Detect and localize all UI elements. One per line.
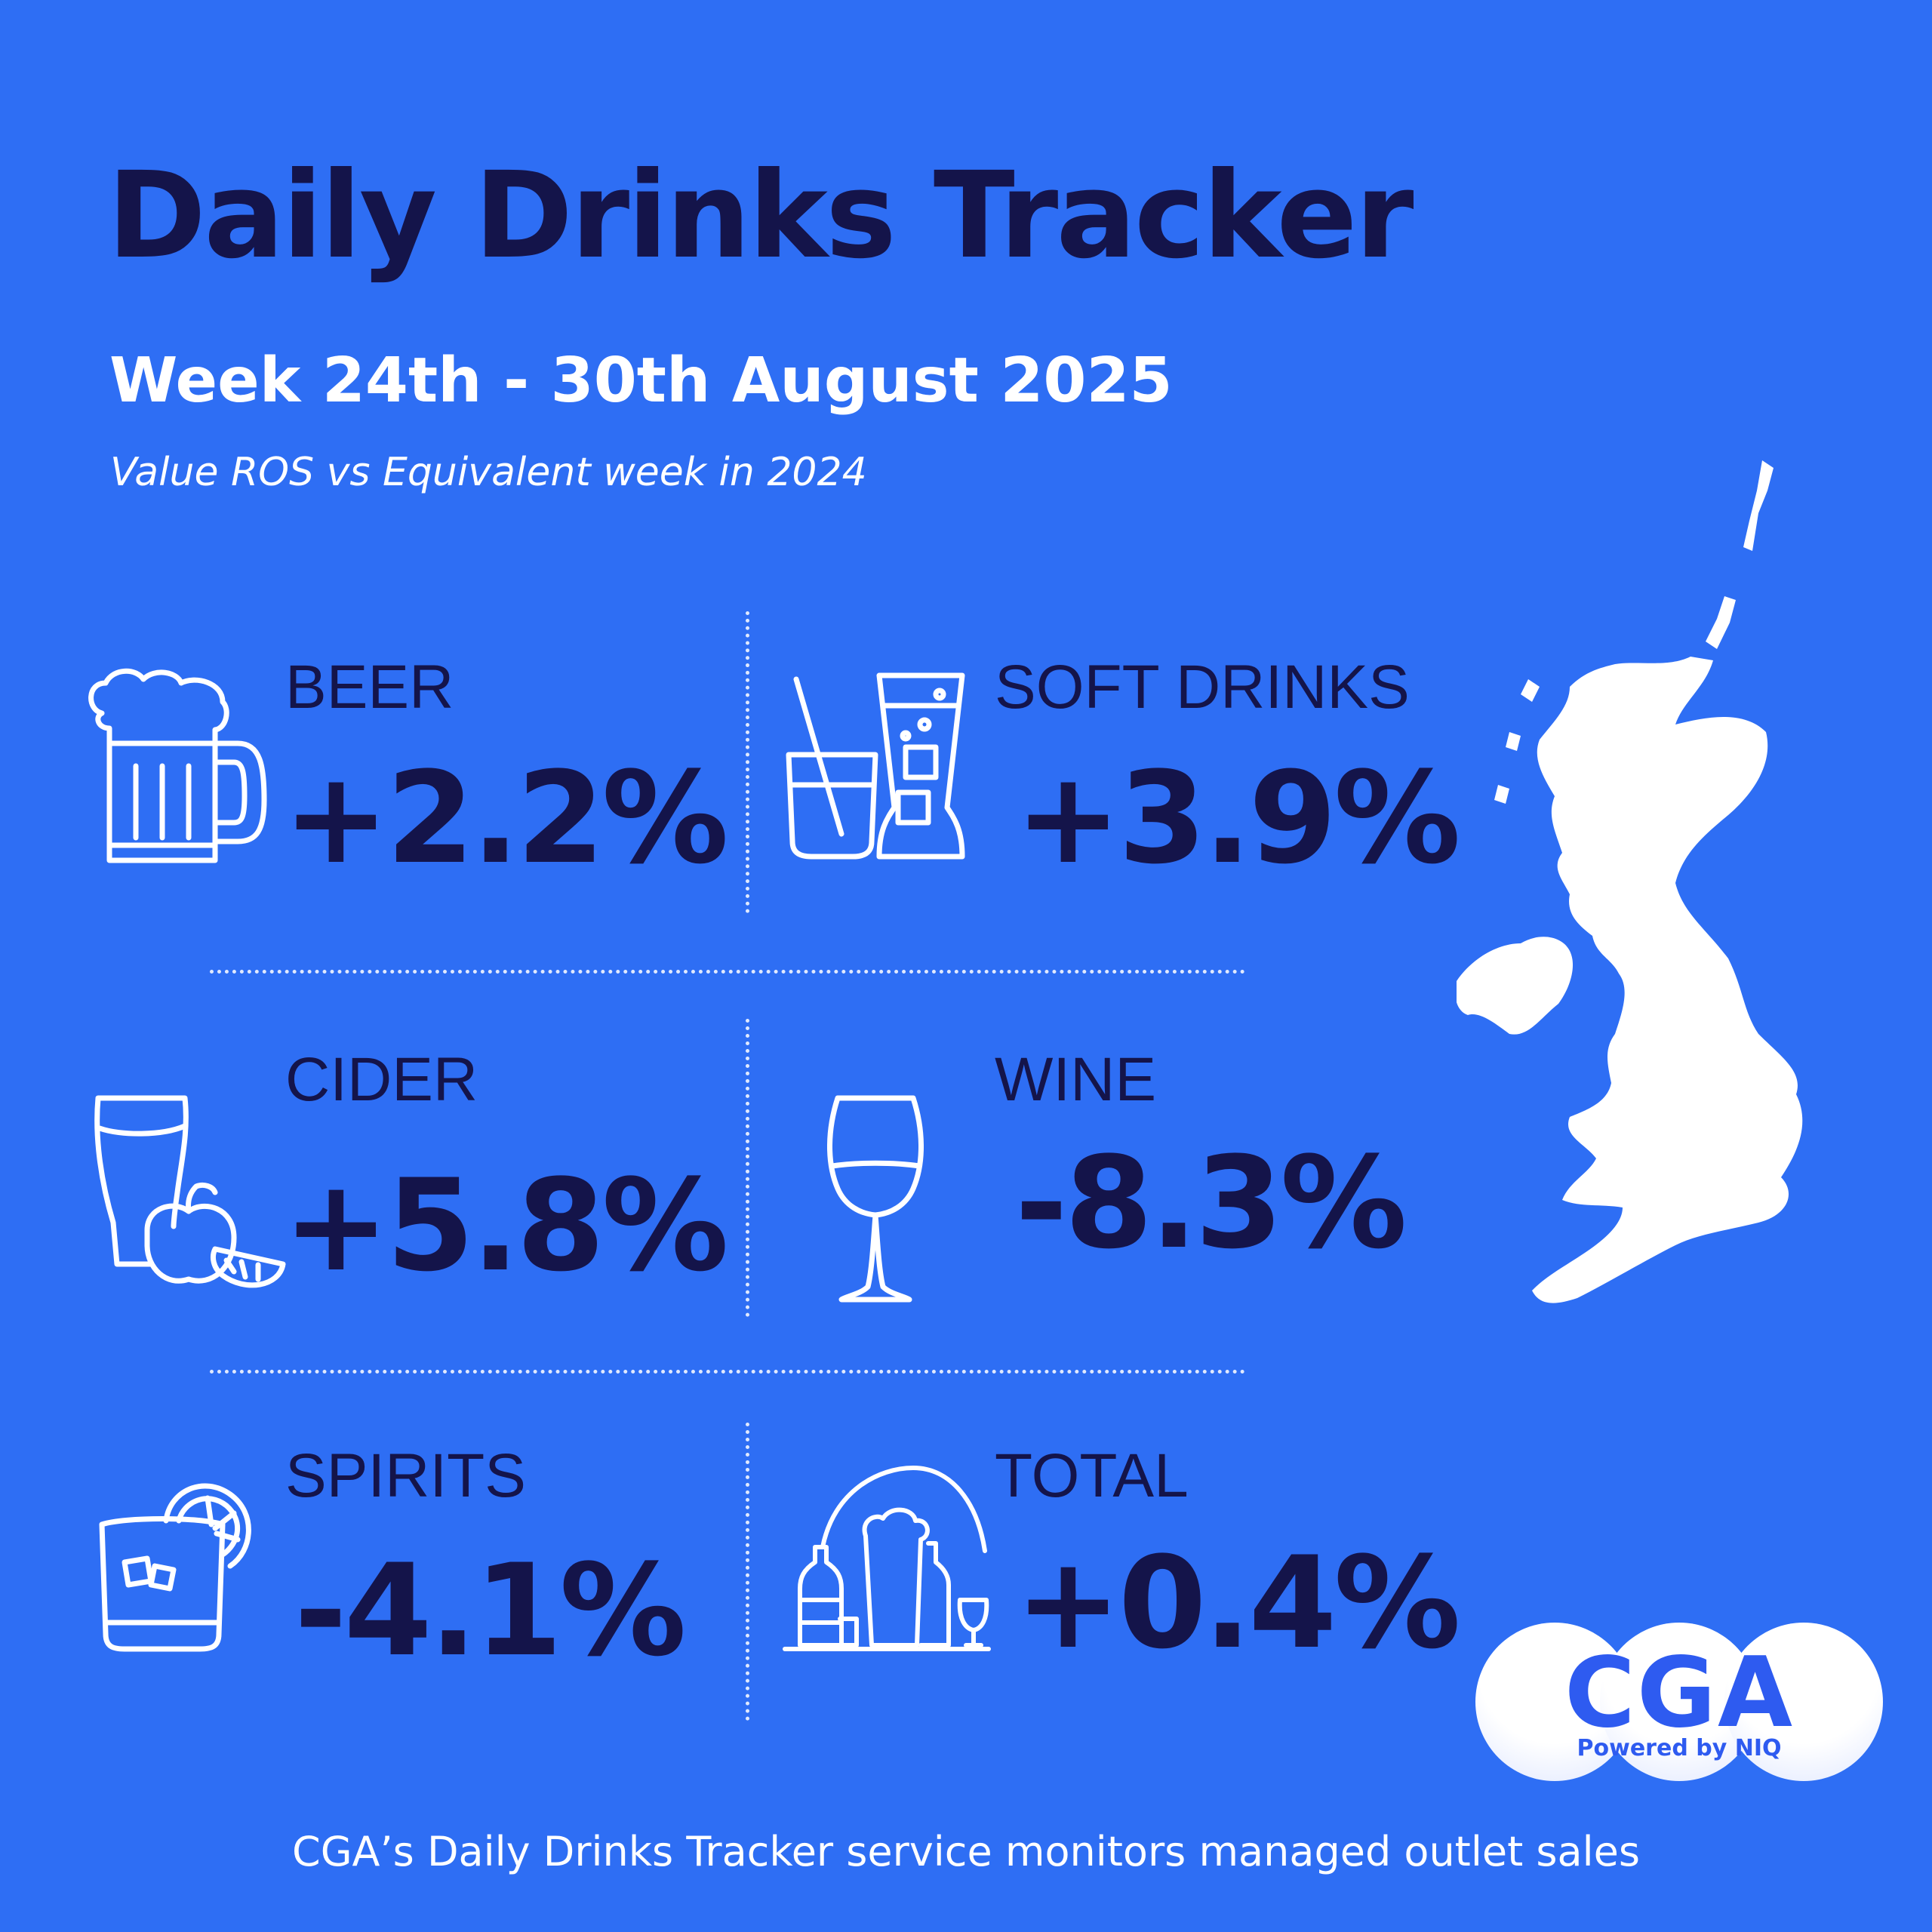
footer-text: CGA’s Daily Drinks Tracker service monit…: [291, 1828, 1640, 1875]
divider-vertical-3: [746, 1423, 749, 1721]
logo-tagline: Powered by NIQ: [1577, 1735, 1782, 1761]
total-value: +0.4%: [1015, 1529, 1461, 1677]
soft-drinks-label: SOFT DRINKS: [995, 653, 1410, 721]
wine-glass-icon: [826, 1094, 924, 1306]
soft-drinks-value: +3.9%: [1015, 744, 1461, 892]
spirits-glass-icon: [94, 1479, 283, 1653]
beer-label: BEER: [285, 653, 454, 721]
divider-vertical-2: [746, 1019, 749, 1317]
cider-icon: [91, 1094, 294, 1291]
wine-label: WINE: [995, 1045, 1157, 1114]
page-title: Daily Drinks Tracker: [107, 146, 1414, 285]
spirits-value: -4.1%: [294, 1537, 687, 1684]
cider-label: CIDER: [285, 1045, 478, 1114]
spirits-label: SPIRITS: [285, 1441, 526, 1510]
cga-logo: CGA Powered by NIQ: [1475, 1623, 1883, 1781]
soft-drinks-icon: [785, 672, 966, 860]
logo-wordmark: CGA: [1564, 1637, 1795, 1749]
uk-map-icon: [1455, 460, 1909, 1331]
divider-horizontal-2: [210, 1370, 1245, 1374]
divider-vertical-1: [746, 611, 749, 913]
wine-value: -8.3%: [1015, 1129, 1407, 1277]
beer-value: +2.2%: [283, 744, 729, 892]
comparison-note: Value ROS vs Equivalent week in 2024: [110, 450, 867, 495]
cider-value: +5.8%: [283, 1152, 729, 1300]
all-drinks-icon: [781, 1464, 992, 1653]
divider-horizontal-1: [210, 970, 1245, 974]
total-label: TOTAL: [995, 1441, 1189, 1510]
date-range: Week 24th - 30th August 2025: [109, 345, 1173, 417]
beer-mug-icon: [83, 668, 272, 872]
logo-circle-right: [1724, 1623, 1883, 1781]
